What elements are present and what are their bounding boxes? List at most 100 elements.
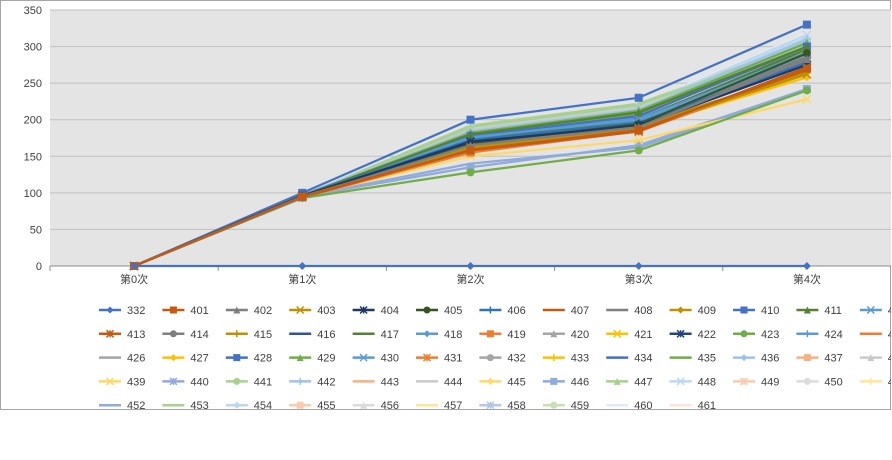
legend-item: 439 [99, 376, 145, 388]
legend-label: 434 [634, 353, 652, 365]
series-marker [550, 377, 558, 385]
series-marker [296, 305, 305, 315]
series-marker [634, 108, 643, 117]
legend-label: 433 [571, 353, 589, 365]
legend-item: 417 [352, 329, 399, 341]
legend-label: 410 [761, 305, 779, 317]
legend-item: 423 [733, 329, 779, 341]
series-marker [802, 30, 812, 40]
legend-item: 454 [225, 400, 272, 409]
series-marker [803, 330, 811, 338]
legend-label: 436 [761, 353, 779, 365]
legend-item: 418 [416, 329, 462, 341]
legend-label: 429 [317, 353, 335, 365]
legend-item: 455 [289, 400, 336, 409]
series-marker [296, 354, 304, 362]
legend-label: 411 [824, 305, 842, 317]
legend-item: 401 [162, 305, 209, 317]
legend-label: 432 [507, 353, 525, 365]
legend-label: 443 [381, 376, 399, 388]
y-tick-label: 250 [24, 78, 42, 90]
legend-item: 446 [542, 376, 589, 388]
y-tick-label: 100 [24, 188, 42, 200]
legend-item: 414 [162, 329, 209, 341]
legend-label: 435 [698, 353, 716, 365]
series-marker [802, 86, 811, 95]
series-marker [677, 306, 685, 314]
legend-label: 420 [571, 329, 589, 341]
series-marker [550, 330, 558, 338]
legend-item: 440 [162, 376, 209, 388]
series-marker [486, 330, 494, 338]
legend-item: 424 [796, 329, 843, 341]
series-marker [169, 377, 178, 386]
legend-item: 431 [416, 353, 462, 365]
series-marker [550, 401, 558, 409]
y-tick-label: 300 [24, 42, 42, 54]
series-marker [296, 377, 304, 385]
legend-item: 441 [225, 376, 272, 388]
series-marker [233, 306, 241, 314]
legend-label: 427 [190, 353, 208, 365]
legend-item: 444 [416, 376, 462, 388]
legend-label: 419 [507, 329, 525, 341]
legend-item: 436 [733, 353, 779, 365]
legend-label: 428 [254, 353, 272, 365]
legend-item: 421 [606, 329, 653, 341]
series-marker [486, 377, 494, 385]
legend-label: 406 [507, 305, 525, 317]
legend-item: 443 [352, 376, 399, 388]
legend-item: 437 [796, 353, 843, 365]
series-marker [634, 262, 643, 270]
legend-label: 430 [381, 353, 399, 365]
legend-label: 459 [571, 400, 589, 409]
legend-item: 445 [479, 376, 526, 388]
legend-label: 437 [824, 353, 842, 365]
legend-label: 424 [824, 329, 842, 341]
series-marker [634, 125, 643, 134]
series-marker [233, 330, 241, 338]
legend-label: 408 [634, 305, 652, 317]
series-marker [802, 42, 811, 51]
series-marker [486, 306, 494, 314]
series-marker [803, 377, 811, 385]
legend-item: 452 [99, 400, 145, 409]
legend-item: 332 [99, 305, 145, 317]
legend-item: 427 [162, 353, 209, 365]
legend-item: 404 [352, 305, 399, 317]
legend-label: 426 [127, 353, 145, 365]
series-marker [466, 168, 475, 177]
series-marker [169, 354, 177, 362]
legend-label: 431 [444, 353, 462, 365]
legend-item: 432 [479, 353, 526, 365]
legend-item: 442 [289, 376, 336, 388]
series-marker [296, 401, 304, 409]
legend-label: 454 [254, 400, 272, 409]
legend-label: 414 [190, 329, 208, 341]
legend-item: 403 [289, 305, 336, 317]
series-marker [803, 354, 811, 362]
legend-label: 453 [190, 400, 208, 409]
legend-label: 448 [698, 376, 716, 388]
x-tick-label: 第0次 [120, 272, 148, 286]
series-marker [423, 330, 431, 338]
legend-item: 447 [606, 376, 653, 388]
legend-item: 426 [99, 353, 145, 365]
series-marker [106, 306, 114, 314]
legend-label: 452 [127, 400, 145, 409]
legend-item: 451 [859, 376, 891, 388]
series-marker [613, 329, 622, 338]
series-marker [169, 306, 177, 314]
legend-label: 416 [317, 329, 335, 341]
legend-item: 430 [352, 353, 399, 365]
y-tick-label: 0 [36, 261, 42, 273]
legend-label: 442 [317, 376, 335, 388]
legend-label: 405 [444, 305, 462, 317]
series-marker [676, 377, 685, 386]
legend-item: 419 [479, 329, 526, 341]
legend-item: 450 [796, 376, 843, 388]
series-marker [422, 353, 432, 362]
legend-item: 460 [606, 400, 653, 409]
legend-item: 457 [416, 400, 462, 409]
legend-item: 433 [542, 353, 589, 365]
